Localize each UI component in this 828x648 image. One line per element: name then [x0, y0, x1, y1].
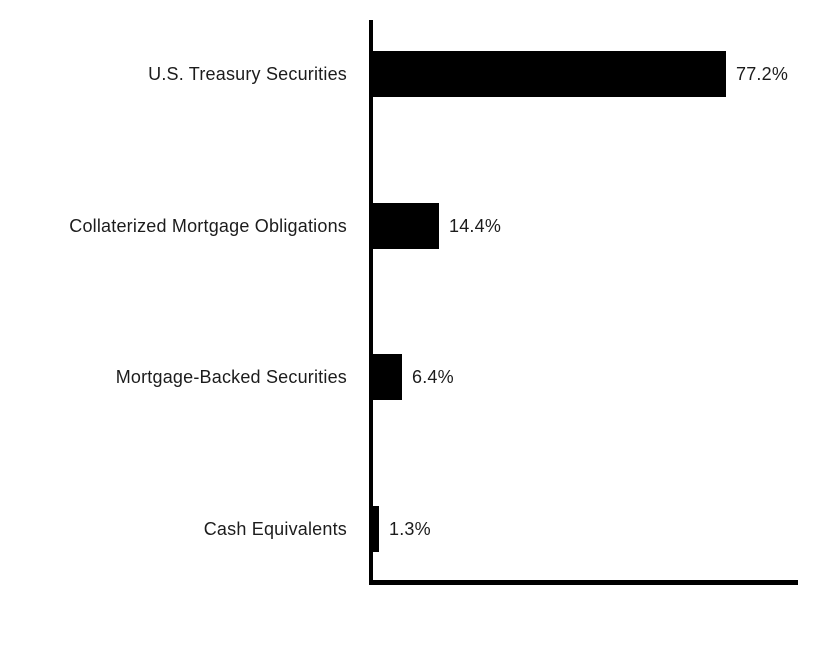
bar: [373, 51, 726, 97]
category-label: Collaterized Mortgage Obligations: [69, 215, 347, 236]
value-label: 6.4%: [412, 366, 454, 387]
category-label: U.S. Treasury Securities: [148, 63, 347, 84]
bar: [373, 354, 402, 400]
y-axis-line: [369, 20, 373, 585]
category-label: Mortgage-Backed Securities: [115, 366, 347, 387]
value-label: 77.2%: [736, 63, 789, 84]
x-axis-line: [369, 580, 798, 585]
value-label: 1.3%: [389, 518, 431, 539]
bar: [373, 506, 379, 552]
category-label: Cash Equivalents: [203, 518, 347, 539]
bar: [373, 203, 439, 249]
value-label: 14.4%: [449, 215, 502, 236]
